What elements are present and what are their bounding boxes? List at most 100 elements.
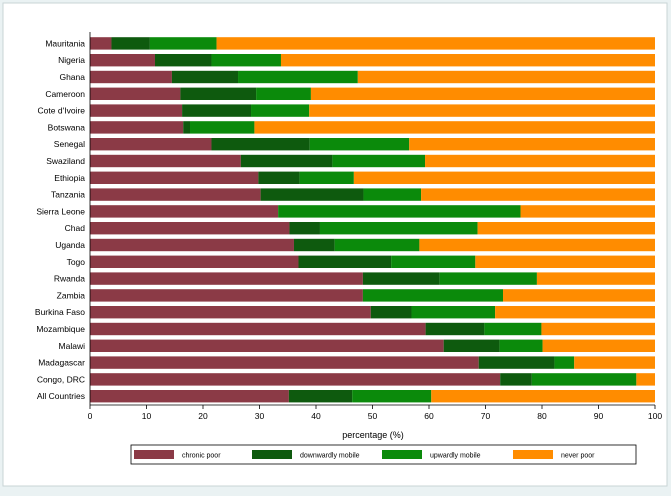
category-label-mauritania: Mauritania — [45, 38, 85, 48]
bar-zambia-chronic-poor — [90, 289, 363, 302]
bar-botswana-never-poor — [254, 121, 656, 134]
bar-cameroon-upwardly-mobile — [256, 87, 311, 100]
legend-label-upwardly-mobile: upwardly mobile — [430, 453, 481, 460]
bar-congo-drc-upwardly-mobile — [531, 373, 637, 386]
x-tick-label-30: 30 — [255, 411, 265, 421]
bar-chad-downwardly-mobile — [289, 222, 320, 235]
bar-madagascar-downwardly-mobile — [478, 356, 555, 369]
legend-label-chronic-poor: chronic poor — [182, 453, 221, 460]
bar-tanzania-chronic-poor — [90, 188, 261, 201]
bar-malawi-chronic-poor — [90, 339, 444, 352]
bar-uganda-chronic-poor — [90, 238, 294, 252]
category-label-sierra-leone: Sierra Leone — [36, 206, 85, 216]
x-tick-label-90: 90 — [594, 411, 604, 421]
bar-burkina-faso-downwardly-mobile — [370, 306, 412, 319]
bar-tanzania-downwardly-mobile — [260, 188, 364, 201]
category-label-cameroon: Cameroon — [45, 89, 85, 99]
bar-tanzania-never-poor — [421, 188, 655, 201]
legend-label-downwardly-mobile: downwardly mobile — [300, 453, 360, 460]
x-tick-label-100: 100 — [648, 411, 662, 421]
x-tick-label-10: 10 — [142, 411, 152, 421]
x-tick-label-70: 70 — [481, 411, 491, 421]
bar-chad-upwardly-mobile — [319, 222, 478, 235]
bar-ethiopia-upwardly-mobile — [299, 171, 354, 184]
bar-mozambique-downwardly-mobile — [425, 322, 485, 336]
bar-madagascar-chronic-poor — [90, 356, 479, 369]
bar-cote-d-ivoire-chronic-poor — [90, 104, 183, 117]
x-tick-label-40: 40 — [311, 411, 321, 421]
legend-swatch-downwardly-mobile — [252, 450, 292, 459]
bar-all-countries-chronic-poor — [90, 390, 289, 403]
bar-cote-d-ivoire-never-poor — [309, 104, 655, 117]
category-label-uganda: Uganda — [55, 240, 85, 250]
bar-cameroon-never-poor — [310, 87, 655, 100]
category-label-ethiopia: Ethiopia — [54, 173, 85, 183]
bar-malawi-never-poor — [542, 339, 655, 352]
bar-tanzania-upwardly-mobile — [363, 188, 422, 201]
category-label-ghana: Ghana — [59, 72, 85, 82]
bar-senegal-chronic-poor — [90, 138, 212, 151]
bar-chad-chronic-poor — [90, 222, 290, 235]
category-label-rwanda: Rwanda — [54, 274, 85, 284]
category-label-nigeria: Nigeria — [58, 55, 85, 65]
legend-label-never-poor: never poor — [561, 453, 595, 460]
bar-senegal-downwardly-mobile — [211, 138, 310, 151]
bar-congo-drc-chronic-poor — [90, 373, 501, 386]
bars-layer — [90, 37, 656, 403]
x-tick-label-0: 0 — [88, 411, 93, 421]
category-label-tanzania: Tanzania — [51, 190, 85, 200]
bar-botswana-downwardly-mobile — [183, 121, 191, 134]
bar-zambia-never-poor — [503, 289, 655, 302]
bar-cote-d-ivoire-downwardly-mobile — [182, 104, 252, 117]
bar-mauritania-upwardly-mobile — [149, 37, 217, 50]
x-tick-label-80: 80 — [537, 411, 547, 421]
category-label-madagascar: Madagascar — [38, 358, 85, 368]
category-label-togo: Togo — [67, 257, 86, 267]
legend-swatch-upwardly-mobile — [382, 450, 422, 459]
bar-nigeria-downwardly-mobile — [154, 54, 212, 67]
bar-all-countries-never-poor — [431, 390, 655, 403]
category-label-botswana: Botswana — [48, 122, 86, 132]
bar-madagascar-never-poor — [574, 356, 655, 369]
bar-malawi-upwardly-mobile — [499, 339, 543, 352]
bar-ghana-upwardly-mobile — [238, 70, 358, 84]
bar-uganda-upwardly-mobile — [334, 238, 420, 252]
x-tick-label-20: 20 — [198, 411, 208, 421]
bar-rwanda-upwardly-mobile — [439, 272, 537, 285]
category-label-all-countries: All Countries — [37, 391, 85, 401]
bar-burkina-faso-upwardly-mobile — [411, 306, 496, 319]
bar-nigeria-upwardly-mobile — [211, 54, 281, 67]
bar-togo-upwardly-mobile — [391, 255, 476, 268]
bar-sierra-leone-chronic-poor — [90, 205, 279, 218]
bar-cameroon-chronic-poor — [90, 87, 181, 100]
x-axis: 0 10 20 30 40 50 60 70 80 90 100 — [88, 32, 662, 421]
category-label-congo-drc: Congo, DRC — [37, 374, 85, 384]
bar-all-countries-downwardly-mobile — [288, 390, 353, 403]
bar-congo-drc-never-poor — [636, 373, 655, 386]
bar-botswana-chronic-poor — [90, 121, 184, 134]
bar-mauritania-never-poor — [216, 37, 655, 50]
bar-rwanda-chronic-poor — [90, 272, 363, 285]
bar-mauritania-chronic-poor — [90, 37, 112, 50]
bar-cote-d-ivoire-upwardly-mobile — [251, 104, 310, 117]
bar-rwanda-downwardly-mobile — [362, 272, 440, 285]
bar-sierra-leone-upwardly-mobile — [278, 205, 521, 218]
bar-ethiopia-downwardly-mobile — [258, 171, 300, 184]
legend-items: chronic poor downwardly mobile upwardly mo… — [134, 450, 595, 460]
x-axis-label: percentage (%) — [342, 430, 404, 440]
category-labels: Mauritania Nigeria Ghana Cameroon Cote d'Ivo… — [35, 38, 85, 401]
bar-swaziland-chronic-poor — [90, 154, 241, 168]
bar-swaziland-upwardly-mobile — [332, 154, 426, 168]
bar-senegal-upwardly-mobile — [309, 138, 410, 151]
bar-zambia-upwardly-mobile — [362, 289, 504, 302]
category-label-chad: Chad — [65, 223, 86, 233]
bar-ghana-never-poor — [357, 70, 655, 84]
legend: chronic poor downwardly mobile upwardly mo… — [130, 444, 637, 465]
bar-swaziland-downwardly-mobile — [240, 154, 333, 168]
legend-swatch-never-poor — [513, 450, 553, 459]
bar-all-countries-upwardly-mobile — [352, 390, 432, 403]
bar-ghana-downwardly-mobile — [171, 70, 239, 84]
bar-malawi-downwardly-mobile — [443, 339, 500, 352]
bar-uganda-downwardly-mobile — [293, 238, 335, 252]
